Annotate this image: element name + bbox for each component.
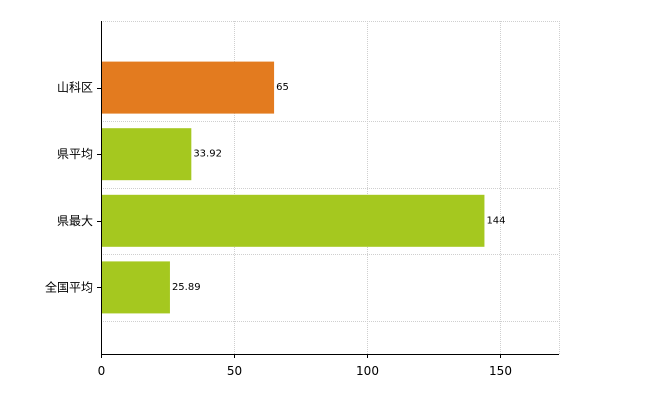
axes xyxy=(97,21,559,358)
grid-lines xyxy=(101,21,560,354)
data-label: 33.92 xyxy=(193,149,222,160)
bar xyxy=(101,194,485,247)
x-tick-label: 150 xyxy=(489,364,512,378)
bar xyxy=(101,61,275,114)
data-label: 65 xyxy=(276,82,289,93)
category-label: 全国平均 xyxy=(45,279,93,294)
x-tick-label: 0 xyxy=(98,364,106,378)
labels: 山科区 65 県平均 33.92 県最大 144 全国平均 25.89 0 50 100 150 xyxy=(45,81,512,378)
category-label: 県平均 xyxy=(57,147,93,161)
data-label: 25.89 xyxy=(172,282,201,293)
bars xyxy=(101,61,485,314)
bar xyxy=(101,128,192,181)
category-label: 山科区 xyxy=(57,81,93,95)
x-tick-label: 50 xyxy=(227,364,242,378)
data-label: 144 xyxy=(486,215,505,226)
category-label: 県最大 xyxy=(57,214,93,228)
x-tick-label: 100 xyxy=(356,364,379,378)
bar xyxy=(101,261,170,314)
